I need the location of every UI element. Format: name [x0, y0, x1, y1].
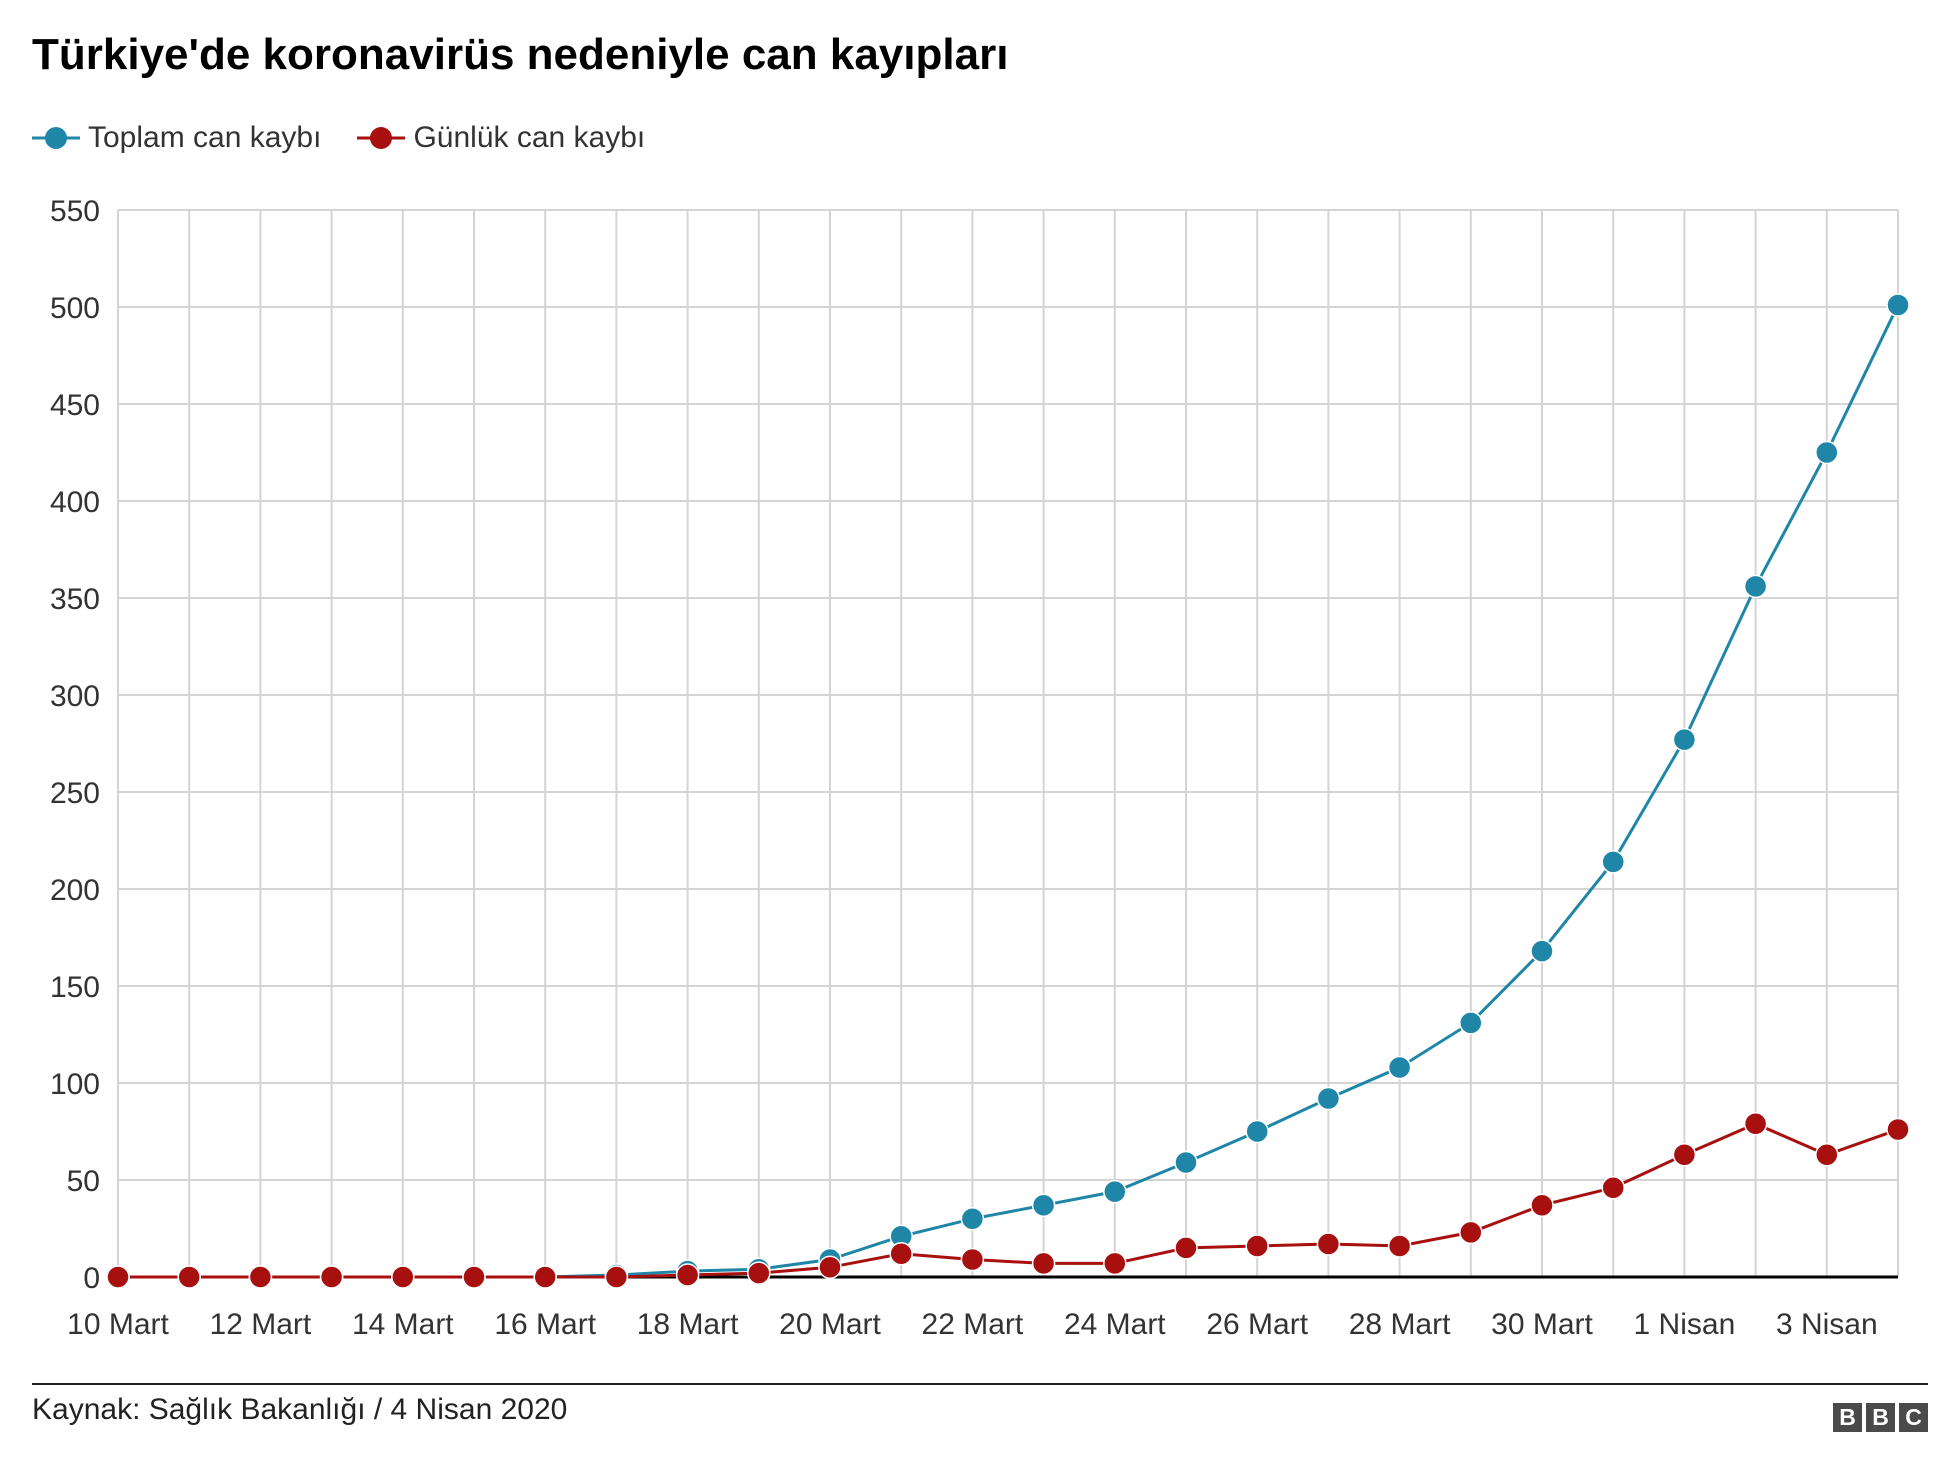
- data-point-daily: [889, 1241, 913, 1266]
- data-point-total: [1245, 1119, 1269, 1144]
- y-tick-label: 350: [50, 583, 100, 616]
- data-point-daily: [1245, 1234, 1269, 1258]
- data-point-daily: [675, 1263, 700, 1287]
- data-point-daily: [177, 1265, 201, 1289]
- y-tick-label: 200: [50, 874, 100, 907]
- legend-item-total: Toplam can kaybı: [32, 121, 321, 155]
- y-tick-label: 0: [83, 1262, 100, 1295]
- x-tick-label: 30 Mart: [1491, 1308, 1593, 1341]
- series-line-daily: [118, 1122, 1899, 1279]
- data-point-daily: [1815, 1143, 1839, 1167]
- data-point-total: [1886, 293, 1910, 317]
- data-point-total: [1815, 440, 1839, 465]
- legend-dot-total: [45, 127, 67, 149]
- line-chart: 0 50 100 150 200 250 300 350 400 450 500 550 10 Mart…: [50, 195, 1910, 1341]
- y-tick-label: 500: [50, 292, 100, 325]
- data-point-total: [1031, 1193, 1056, 1217]
- x-tick-label: 12 Mart: [210, 1308, 312, 1341]
- y-tick-label: 250: [50, 777, 100, 810]
- legend-label-daily: Günlük can kaybı: [413, 121, 646, 154]
- data-point-daily: [533, 1265, 557, 1289]
- data-point-daily: [1459, 1220, 1483, 1245]
- x-tick-label: 18 Mart: [637, 1308, 739, 1341]
- footer-divider: [32, 1383, 1928, 1385]
- data-point-daily: [1174, 1236, 1198, 1260]
- y-tick-label: 50: [67, 1165, 100, 1198]
- data-point-total: [1174, 1150, 1198, 1175]
- data-point-total: [1103, 1179, 1127, 1204]
- x-tick-label: 1 Nisan: [1634, 1308, 1736, 1341]
- data-point-total: [1743, 574, 1768, 599]
- data-point-total: [1316, 1086, 1341, 1111]
- data-point-daily: [248, 1265, 273, 1289]
- bbc-logo-letter: B: [1833, 1403, 1862, 1432]
- data-point-total: [1530, 939, 1554, 963]
- legend-label-total: Toplam can kaybı: [88, 121, 322, 154]
- bbc-logo: B B C: [1829, 1403, 1928, 1432]
- data-point-daily: [1672, 1143, 1697, 1167]
- data-point-daily: [1743, 1111, 1768, 1136]
- data-point-total: [1387, 1055, 1412, 1080]
- y-tick-label: 550: [50, 195, 100, 228]
- legend-dot-daily: [370, 127, 393, 149]
- bbc-logo-letter: C: [1899, 1403, 1928, 1432]
- data-point-daily: [462, 1265, 486, 1289]
- legend-swatch-daily: [357, 127, 406, 149]
- chart-title: Türkiye'de koronavirüs nedeniyle can kay…: [32, 30, 1009, 79]
- data-point-total: [1672, 727, 1697, 752]
- x-tick-label: 26 Mart: [1206, 1308, 1308, 1341]
- legend: Toplam can kaybı Günlük can kaybı: [32, 118, 681, 158]
- data-point-daily: [604, 1265, 629, 1289]
- data-point-daily: [747, 1261, 771, 1285]
- data-point-daily: [1103, 1251, 1127, 1276]
- data-point-total: [1601, 850, 1625, 874]
- bbc-logo-letter: B: [1866, 1403, 1895, 1432]
- y-tick-label: 450: [50, 389, 100, 422]
- source-note: Kaynak: Sağlık Bakanlığı / 4 Nisan 2020: [32, 1393, 568, 1426]
- x-tick-label: 10 Mart: [67, 1308, 169, 1341]
- data-point-total: [1459, 1011, 1483, 1035]
- y-tick-label: 150: [50, 971, 100, 1004]
- data-point-daily: [818, 1255, 842, 1280]
- data-point-daily: [1886, 1117, 1910, 1142]
- x-tick-label: 28 Mart: [1349, 1308, 1451, 1341]
- data-point-daily: [960, 1247, 985, 1272]
- x-tick-label: 20 Mart: [779, 1308, 881, 1341]
- data-point-daily: [391, 1265, 415, 1289]
- y-tick-label: 400: [50, 486, 100, 519]
- y-tick-label: 300: [50, 680, 100, 713]
- x-tick-label: 14 Mart: [352, 1308, 454, 1341]
- x-tick-label: 3 Nisan: [1776, 1308, 1878, 1341]
- y-tick-label: 100: [50, 1068, 100, 1101]
- x-tick-label: 24 Mart: [1064, 1308, 1166, 1341]
- data-point-daily: [106, 1265, 130, 1289]
- data-point-daily: [319, 1265, 344, 1289]
- legend-swatch-total: [32, 127, 80, 149]
- data-point-total: [960, 1207, 985, 1231]
- data-point-daily: [1387, 1234, 1412, 1258]
- data-point-daily: [1530, 1193, 1554, 1217]
- x-tick-label: 22 Mart: [922, 1308, 1024, 1341]
- data-point-daily: [1316, 1232, 1341, 1256]
- legend-item-daily: Günlük can kaybı: [357, 121, 645, 155]
- data-point-daily: [1031, 1251, 1056, 1276]
- data-point-daily: [1601, 1176, 1625, 1200]
- x-tick-label: 16 Mart: [494, 1308, 596, 1341]
